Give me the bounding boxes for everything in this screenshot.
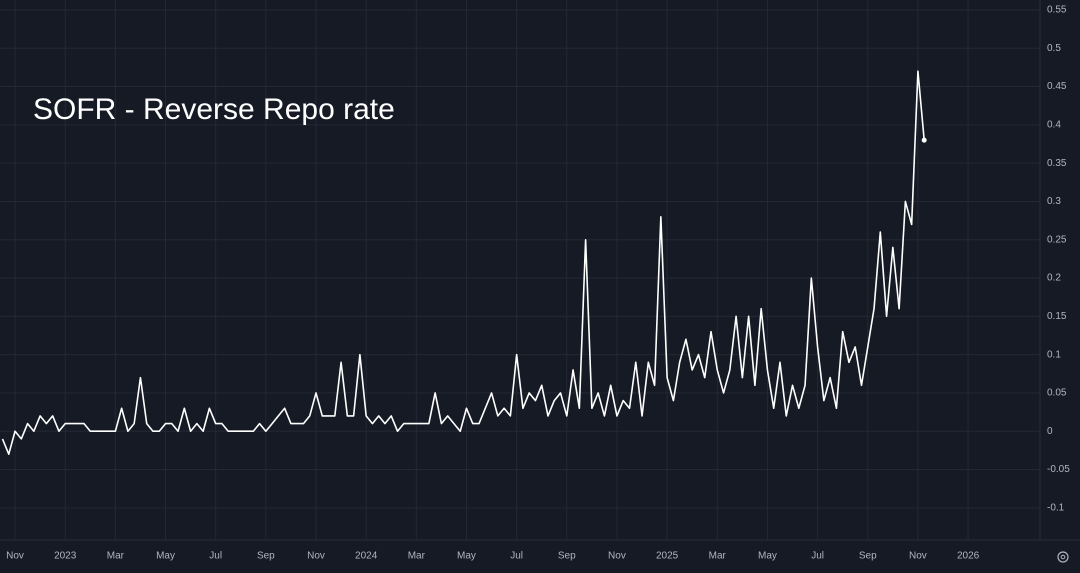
x-tick-label: 2024 — [355, 551, 378, 562]
x-tick-label: May — [758, 551, 777, 562]
x-tick-label: Mar — [408, 551, 426, 562]
x-tick-label: Nov — [608, 551, 626, 562]
y-tick-label: 0.45 — [1047, 81, 1067, 92]
settings-icon[interactable] — [1057, 551, 1069, 563]
x-tick-label: Jul — [209, 551, 222, 562]
y-tick-label: 0.2 — [1047, 273, 1061, 284]
y-tick-label: 0 — [1047, 426, 1053, 437]
y-tick-label: 0.35 — [1047, 158, 1067, 169]
chart-title: SOFR - Reverse Repo rate — [33, 93, 395, 126]
x-tick-label: 2025 — [656, 551, 679, 562]
x-tick-label: Nov — [909, 551, 927, 562]
x-tick-label: May — [156, 551, 175, 562]
y-tick-label: 0.1 — [1047, 349, 1061, 360]
plot — [1, 70, 927, 456]
y-tick-label: 0.05 — [1047, 388, 1067, 399]
x-tick-label: Jul — [510, 551, 523, 562]
x-tick-label: May — [457, 551, 476, 562]
x-tick-label: Nov — [6, 551, 24, 562]
x-tick-label: Sep — [257, 551, 275, 562]
y-tick-label: 0.15 — [1047, 311, 1067, 322]
x-tick-label: Jul — [811, 551, 824, 562]
settings-icon-center — [1060, 554, 1066, 560]
data-line — [1, 70, 925, 456]
y-tick-label: 0.25 — [1047, 234, 1067, 245]
y-tick-label: 0.3 — [1047, 196, 1061, 207]
y-tick-label: 0.5 — [1047, 43, 1061, 54]
x-tick-label: Sep — [558, 551, 576, 562]
x-tick-label: Sep — [859, 551, 877, 562]
x-tick-label: Mar — [107, 551, 125, 562]
x-tick-label: 2026 — [957, 551, 980, 562]
y-tick-label: -0.1 — [1047, 502, 1065, 513]
x-tick-label: 2023 — [54, 551, 77, 562]
y-tick-label: 0.4 — [1047, 119, 1061, 130]
x-tick-label: Nov — [307, 551, 325, 562]
y-tick-label: -0.05 — [1047, 464, 1070, 475]
x-tick-label: Mar — [709, 551, 727, 562]
last-point-marker — [921, 137, 927, 143]
y-tick-label: 0.55 — [1047, 5, 1067, 16]
